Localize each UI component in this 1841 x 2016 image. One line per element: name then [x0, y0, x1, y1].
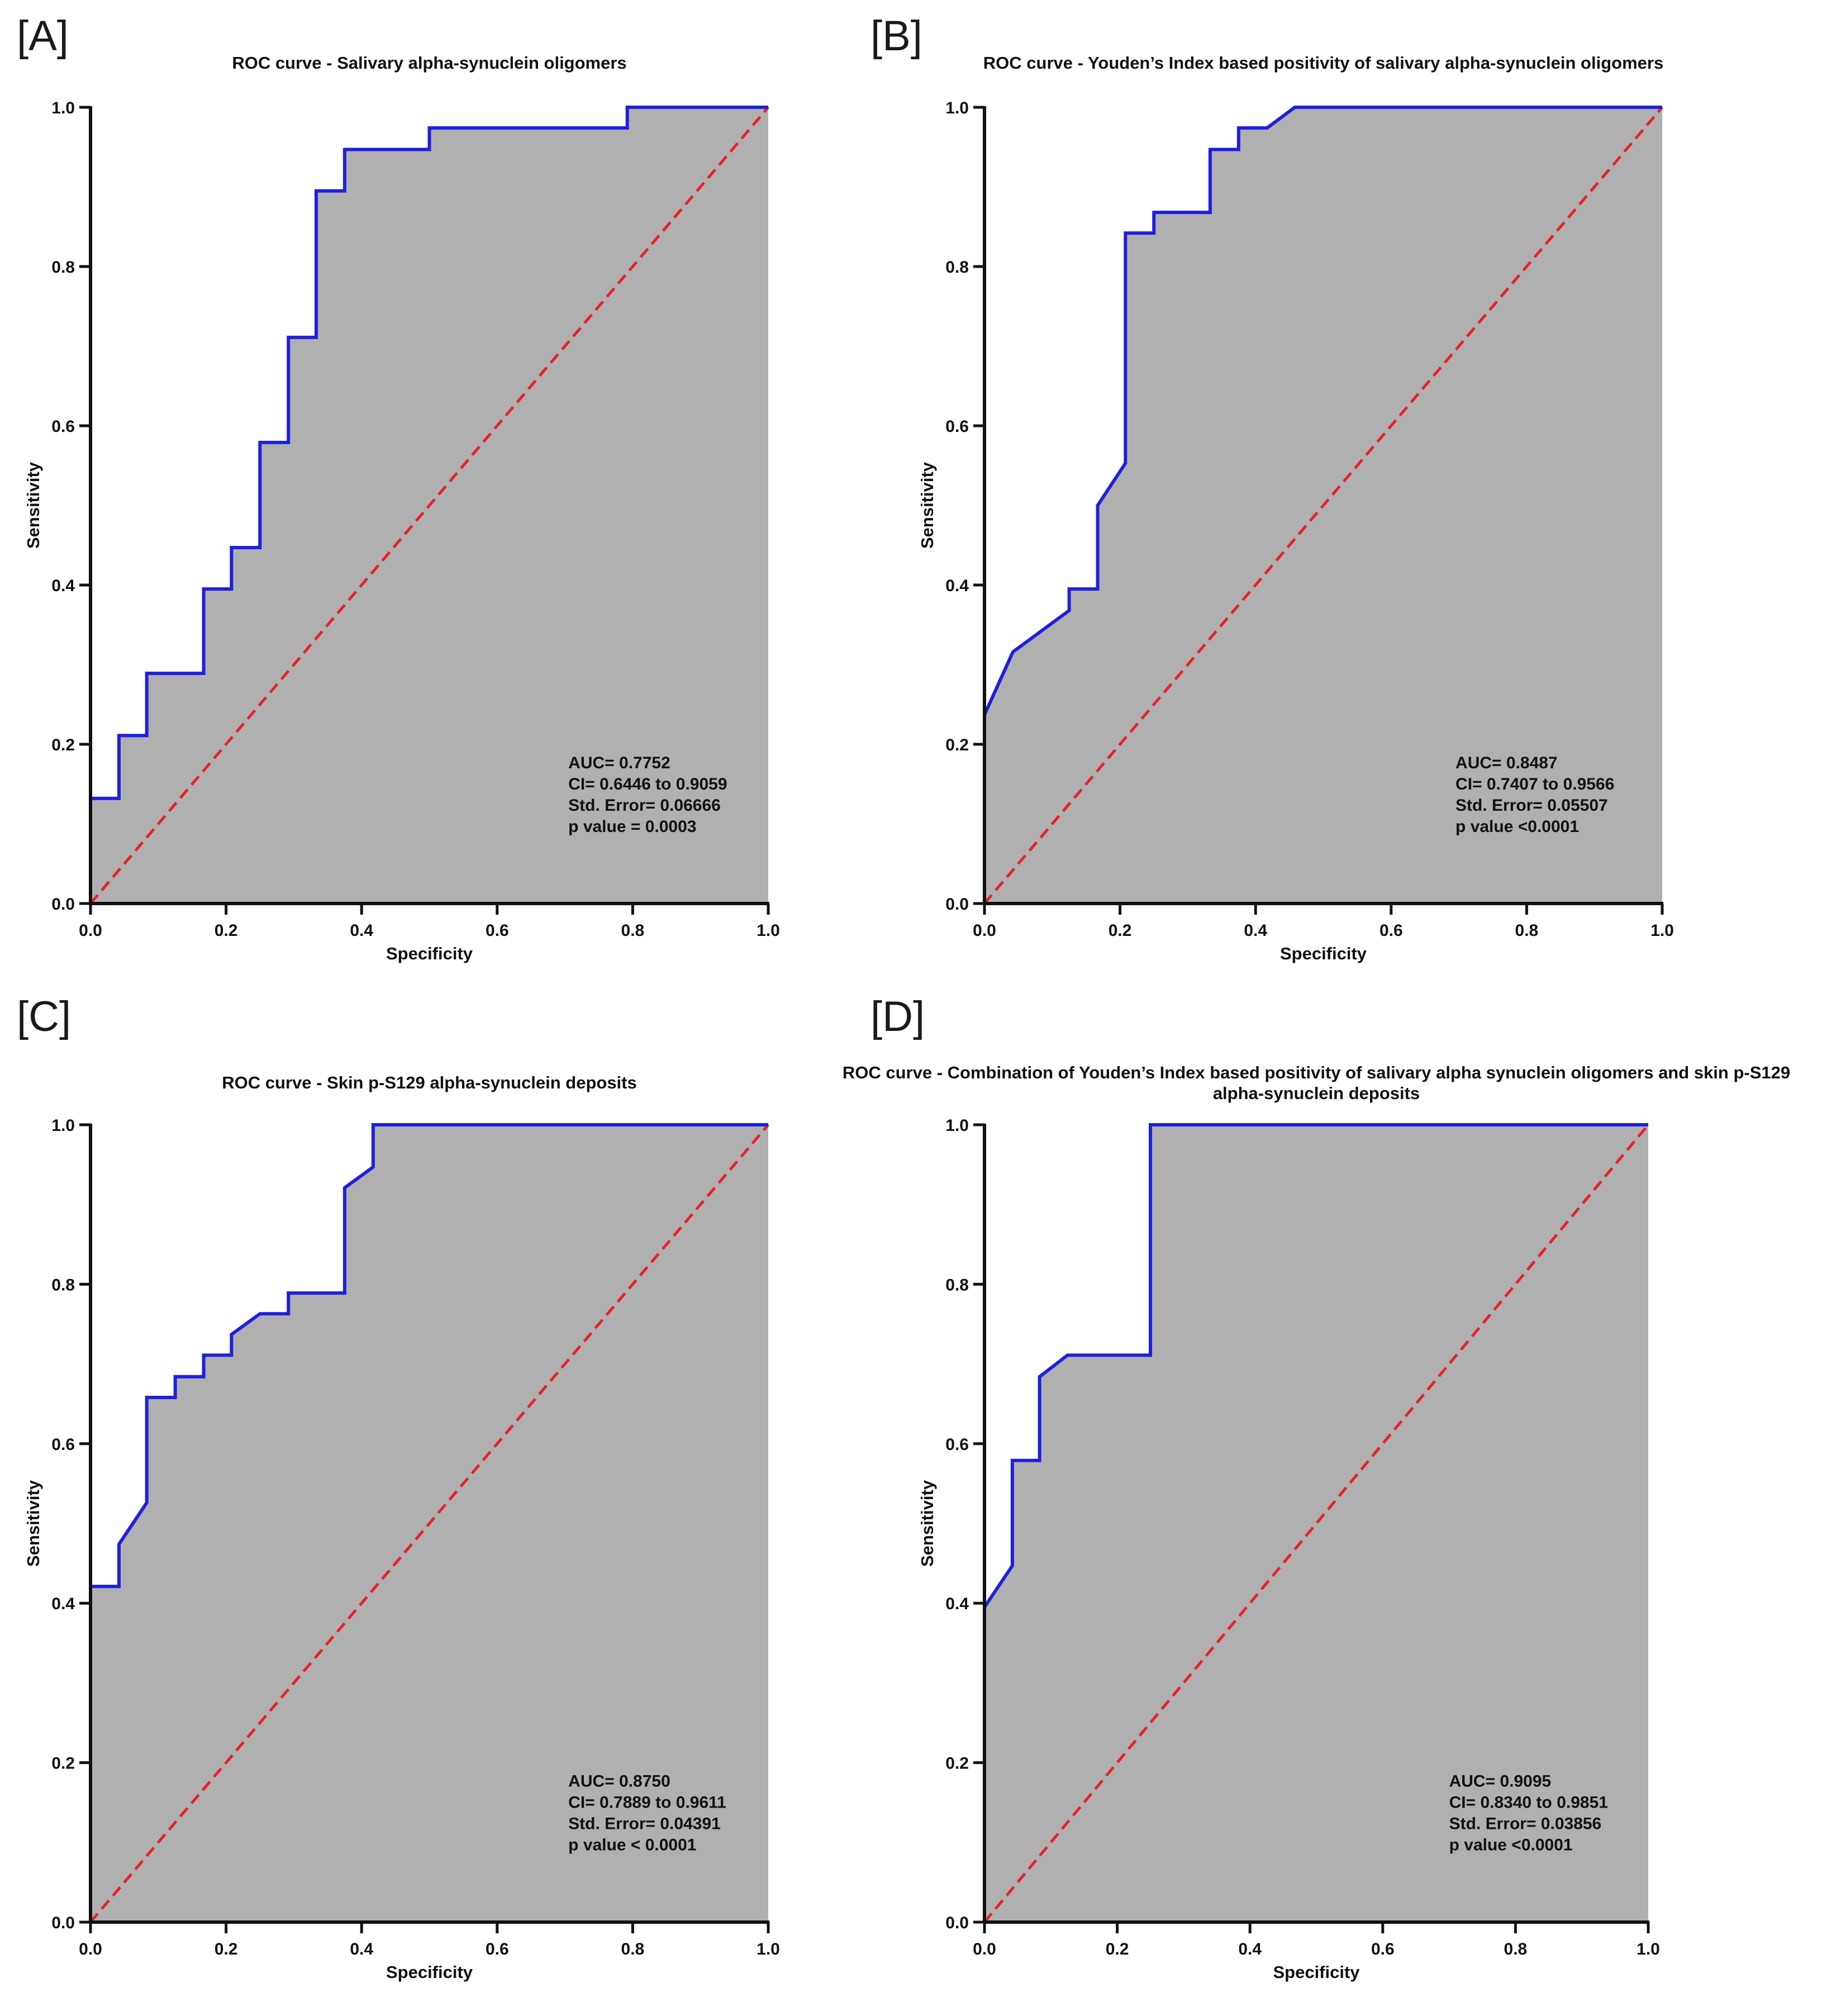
x-axis-label: Specificity — [1280, 944, 1367, 963]
chart-title: ROC curve - Skin p-S129 alpha-synuclein … — [222, 1073, 637, 1092]
x-axis-label: Specificity — [386, 1962, 473, 1982]
stat-annotation-line: p value <0.0001 — [1449, 1836, 1573, 1855]
reference-line — [89, 1124, 769, 1923]
x-tick-label: 0.6 — [1379, 921, 1403, 940]
x-tick-label: 0.8 — [1515, 921, 1539, 940]
stat-annotation-line: p value <0.0001 — [1455, 817, 1579, 836]
y-tick-label: 0.4 — [945, 577, 969, 595]
roc-curve — [983, 1123, 1648, 1922]
x-tick-label: 0.2 — [1109, 921, 1132, 940]
x-tick-label: 0.4 — [1238, 1940, 1262, 1958]
roc-panel-b: [B] ROC curve - Youden’s Index based posi… — [870, 12, 1674, 963]
x-tick-label: 1.0 — [757, 921, 780, 940]
y-tick-label: 1.0 — [51, 99, 75, 117]
y-tick-label: 1.0 — [945, 1116, 969, 1135]
stat-annotation-line: Std. Error= 0.05507 — [1455, 796, 1608, 815]
chart-title: ROC curve - Youden’s Index based positiv… — [983, 53, 1663, 73]
stat-annotation-line: Std. Error= 0.06666 — [568, 796, 721, 815]
stat-annotation-line: CI= 0.8340 to 0.9851 — [1449, 1794, 1608, 1812]
x-tick-label: 0.8 — [621, 921, 645, 940]
y-tick-label: 0.6 — [945, 1435, 969, 1454]
roc-curve — [89, 106, 768, 904]
y-tick-label: 0.6 — [51, 1435, 75, 1454]
x-tick-label: 0.2 — [215, 921, 238, 940]
stat-annotation-line: AUC= 0.7752 — [568, 754, 670, 772]
y-tick-label: 0.8 — [945, 1276, 969, 1294]
y-axis-label: Sensitivity — [917, 1480, 937, 1567]
x-tick-label: 0.2 — [1106, 1940, 1129, 1958]
stat-annotation-line: p value < 0.0001 — [568, 1836, 696, 1855]
y-tick-label: 0.0 — [945, 895, 969, 914]
y-tick-label: 0.4 — [51, 577, 75, 595]
stat-annotation-line: CI= 0.6446 to 0.9059 — [568, 775, 727, 793]
x-axis-label: Specificity — [386, 944, 473, 963]
y-tick-label: 0.8 — [51, 258, 75, 277]
y-tick-label: 0.4 — [51, 1595, 75, 1613]
stat-annotation-line: Std. Error= 0.04391 — [568, 1815, 721, 1833]
roc-curve — [983, 106, 1662, 904]
y-tick-label: 0.0 — [51, 895, 75, 914]
y-tick-label: 0.6 — [51, 417, 75, 436]
y-tick-label: 0.8 — [51, 1276, 75, 1294]
y-tick-label: 0.2 — [51, 736, 75, 754]
roc-panel-a: [A] ROC curve - Salivary alpha-synuclein … — [17, 12, 780, 963]
y-tick-label: 0.2 — [945, 1755, 969, 1773]
panel-label: [B] — [870, 12, 922, 60]
y-tick-label: 0.0 — [51, 1914, 75, 1932]
y-tick-label: 0.0 — [945, 1914, 969, 1932]
y-axis-label: Sensitivity — [917, 462, 937, 549]
x-tick-label: 1.0 — [1650, 921, 1674, 940]
panel-label: [D] — [870, 993, 925, 1040]
stat-annotation-line: Std. Error= 0.03856 — [1449, 1815, 1602, 1833]
y-tick-label: 0.2 — [945, 736, 969, 754]
y-axis-label: Sensitivity — [23, 1480, 43, 1567]
y-axis-label: Sensitivity — [23, 462, 43, 549]
stat-annotation-line: CI= 0.7889 to 0.9611 — [568, 1794, 726, 1812]
x-tick-label: 0.2 — [215, 1940, 238, 1958]
x-tick-label: 1.0 — [1637, 1940, 1660, 1958]
y-tick-label: 0.8 — [945, 258, 969, 277]
x-tick-label: 0.8 — [621, 1940, 645, 1958]
roc-panel-c: [C] ROC curve - Skin p-S129 alpha-synucle… — [17, 993, 780, 1982]
panel-label: [C] — [17, 993, 71, 1040]
y-tick-label: 0.4 — [945, 1595, 969, 1613]
x-tick-label: 0.0 — [79, 1940, 102, 1958]
stat-annotation-line: CI= 0.7407 to 0.9566 — [1455, 775, 1614, 793]
stat-annotation-line: AUC= 0.9095 — [1449, 1772, 1552, 1791]
x-tick-label: 0.4 — [350, 1940, 373, 1958]
panel-label: [A] — [17, 12, 69, 60]
x-tick-label: 0.8 — [1504, 1940, 1528, 1958]
x-tick-label: 0.4 — [350, 921, 373, 940]
y-tick-label: 1.0 — [945, 99, 969, 117]
x-tick-label: 0.4 — [1244, 921, 1267, 940]
stat-annotation-line: p value = 0.0003 — [568, 817, 696, 836]
x-tick-label: 0.0 — [79, 921, 102, 940]
x-tick-label: 0.6 — [486, 1940, 509, 1958]
roc-curve — [89, 1123, 768, 1922]
x-axis-label: Specificity — [1273, 1962, 1360, 1982]
chart-title-line2: alpha-synuclein deposits — [1213, 1083, 1420, 1103]
roc-panel-d: [D] ROC curve - Combination of Youden’s I… — [843, 993, 1790, 1982]
x-tick-label: 0.6 — [1371, 1940, 1395, 1958]
x-tick-label: 1.0 — [757, 1940, 780, 1958]
reference-line — [983, 106, 1663, 905]
y-tick-label: 0.6 — [945, 417, 969, 436]
x-tick-label: 0.0 — [973, 921, 996, 940]
chart-title: ROC curve - Salivary alpha-synuclein oli… — [232, 53, 626, 73]
y-tick-label: 0.2 — [51, 1755, 75, 1773]
y-tick-label: 1.0 — [51, 1116, 75, 1135]
x-tick-label: 0.0 — [973, 1940, 996, 1958]
chart-title: ROC curve - Combination of Youden’s Inde… — [843, 1063, 1790, 1082]
stat-annotation-line: AUC= 0.8487 — [1455, 754, 1558, 772]
x-tick-label: 0.6 — [486, 921, 509, 940]
stat-annotation-line: AUC= 0.8750 — [568, 1772, 670, 1791]
reference-line — [89, 106, 769, 905]
